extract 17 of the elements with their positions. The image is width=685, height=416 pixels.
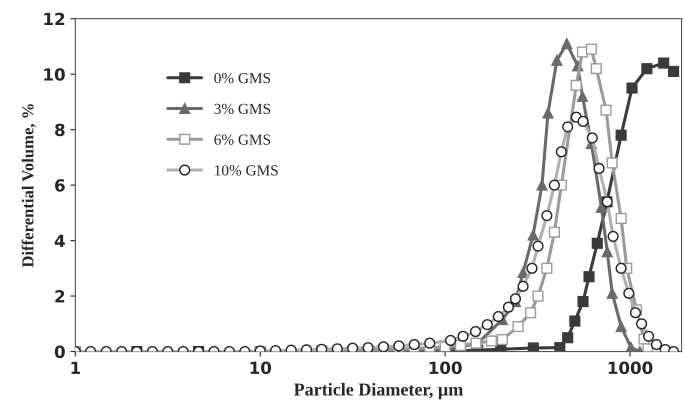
x-axis-title: Particle Diameter, µm: [294, 382, 463, 400]
y-tick-label: 8: [55, 124, 65, 136]
legend-label: 10% GMS: [215, 165, 278, 176]
x-tick-label: 100: [430, 362, 462, 374]
legend-label: 6% GMS: [214, 134, 270, 145]
y-axis-title: Differential Volume, %: [22, 104, 36, 268]
x-tick-label: 1: [71, 362, 80, 374]
legend-label: 3% GMS: [214, 104, 270, 114]
y-tick-label: 10: [44, 68, 65, 81]
y-tick-label: 2: [55, 290, 64, 302]
y-tick-label: 4: [54, 234, 65, 247]
y-tick-label: 12: [44, 12, 64, 26]
y-tick-label: 0: [54, 345, 65, 358]
legend-label: 0% GMS: [214, 72, 270, 84]
x-tick-label: 10: [250, 362, 272, 374]
y-tick-label: 6: [55, 179, 65, 192]
x-tick-label: 1000: [608, 362, 652, 374]
